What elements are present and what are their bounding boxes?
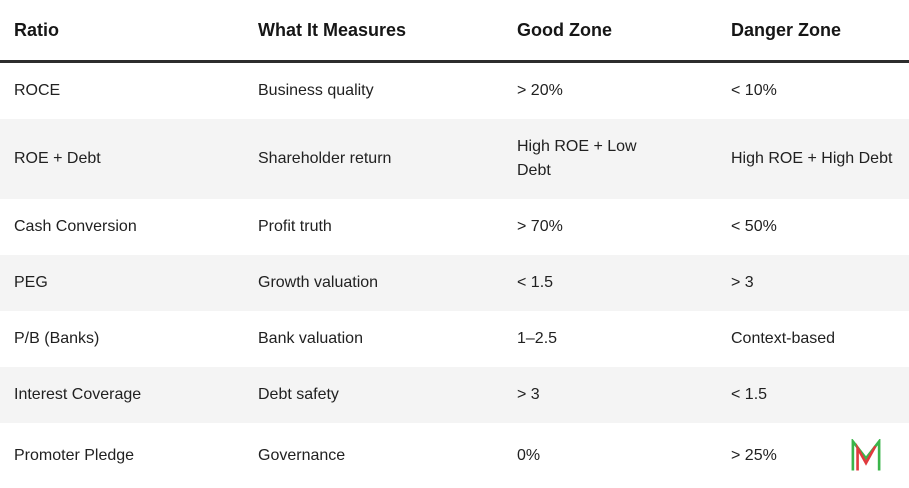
cell-ratio: ROE + Debt [14,150,101,167]
table-row: P/B (Banks) Bank valuation 1–2.5 Context… [0,311,909,367]
cell-danger-zone-value: > 25% [731,446,777,464]
cell-ratio: Cash Conversion [14,218,137,235]
cell-danger-zone: < 50% [731,218,777,235]
cell-measures: Shareholder return [258,150,392,167]
column-header-good-zone: Good Zone [503,0,717,63]
column-header-measures: What It Measures [244,0,503,63]
table-row: ROCE Business quality > 20% < 10% [0,61,909,119]
cell-measures: Bank valuation [258,330,363,347]
cell-measures: Growth valuation [258,274,379,291]
m-logo-red-stroke [856,442,877,471]
cell-ratio: Promoter Pledge [14,446,135,464]
cell-good-zone: 1–2.5 [517,330,558,347]
table-row: Cash Conversion Profit truth > 70% < 50% [0,199,909,255]
m-logo-green-stroke [851,439,881,471]
cell-danger-zone: High ROE + High Debt [731,150,893,167]
cell-good-zone: > 3 [517,386,540,403]
cell-measures: Governance [258,446,346,464]
cell-measures: Debt safety [258,386,339,403]
column-header-ratio: Ratio [0,0,244,63]
table-row: Promoter Pledge Governance 0% > 25% [0,423,909,488]
column-header-danger-zone: Danger Zone [717,0,909,63]
cell-ratio: ROCE [14,82,61,99]
cell-measures: Business quality [258,82,374,99]
table-row: Interest Coverage Debt safety > 3 < 1.5 [0,367,909,423]
cell-good-zone: 0% [517,446,541,464]
cell-good-zone: > 20% [517,82,563,99]
m-letter-logo-icon [851,439,881,471]
table-row: ROE + Debt Shareholder return High ROE +… [0,119,909,199]
cell-good-zone: > 70% [517,218,563,235]
cell-danger-zone: > 3 [731,274,754,291]
cell-good-zone: High ROE + Low Debt [517,138,637,179]
cell-ratio: Interest Coverage [14,386,142,403]
cell-danger-zone: Context-based [731,330,836,347]
table-row: PEG Growth valuation < 1.5 > 3 [0,255,909,311]
header-row: Ratio What It Measures Good Zone Danger … [0,0,909,63]
cell-good-zone: < 1.5 [517,274,554,291]
cell-danger-zone: < 1.5 [731,386,768,403]
cell-ratio: P/B (Banks) [14,330,100,347]
cell-measures: Profit truth [258,218,332,235]
cell-danger-zone: < 10% [731,82,777,99]
cell-ratio: PEG [14,274,48,291]
cell-danger-zone: > 25% [717,423,909,488]
